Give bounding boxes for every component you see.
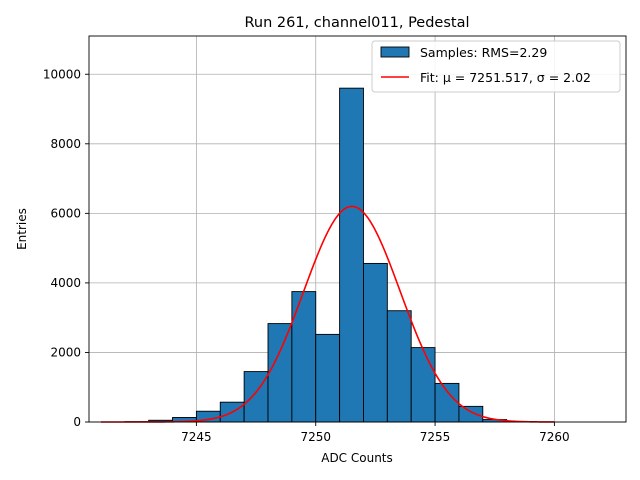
legend-box (371, 40, 621, 93)
x-axis-label: ADC Counts (321, 451, 393, 465)
y-tick-label: 6000 (50, 206, 81, 220)
histogram-bars (124, 87, 531, 423)
plot-frame (88, 35, 627, 423)
histogram-bar (386, 310, 412, 423)
y-tick-label: 2000 (50, 345, 81, 359)
legend-label-samples: Samples: RMS=2.29 (420, 45, 547, 60)
legend: Samples: RMS=2.29 Fit: μ = 7251.517, σ =… (371, 40, 621, 93)
histogram-bar (410, 347, 436, 423)
x-tick-label: 7250 (300, 430, 331, 444)
y-tick-label: 4000 (50, 276, 81, 290)
y-tick-label: 0 (73, 415, 81, 429)
y-tick-label: 8000 (50, 137, 81, 151)
legend-label-fit: Fit: μ = 7251.517, σ = 2.02 (420, 70, 591, 85)
x-tick-label: 7260 (539, 430, 570, 444)
histogram-bar (458, 405, 484, 423)
y-tick-label: 10000 (43, 67, 81, 81)
chart-title: Run 261, channel011, Pedestal (244, 15, 469, 31)
axis-ticks: 7245 7250 7255 7260 0 2000 4000 6000 8000 10000 (43, 67, 570, 444)
histogram-bar (339, 87, 364, 423)
histogram-bar (363, 262, 388, 423)
histogram-bar (434, 382, 460, 423)
y-axis-label: Entries (15, 208, 29, 250)
histogram-bar (291, 291, 317, 423)
legend-swatch-samples (380, 46, 410, 58)
histogram-bar (315, 333, 341, 423)
histogram-bar (267, 323, 293, 423)
x-tick-label: 7255 (420, 430, 451, 444)
x-tick-label: 7245 (181, 430, 212, 444)
